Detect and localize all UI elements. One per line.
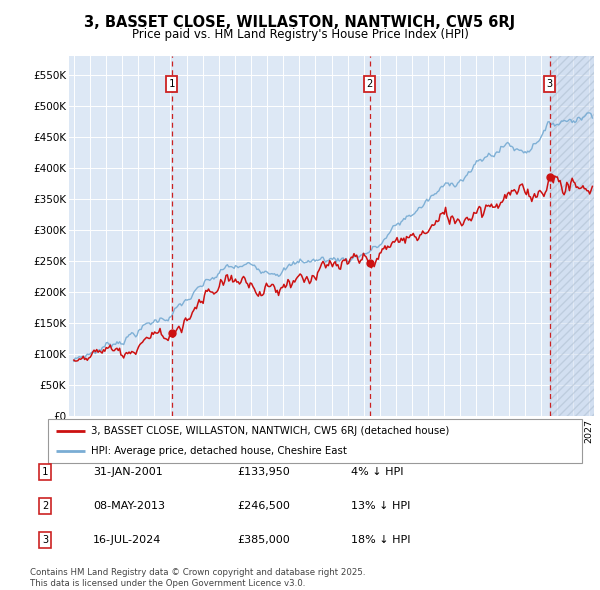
Text: 2: 2 bbox=[42, 501, 48, 510]
Text: HPI: Average price, detached house, Cheshire East: HPI: Average price, detached house, Ches… bbox=[91, 446, 347, 456]
Text: £246,500: £246,500 bbox=[237, 501, 290, 510]
FancyBboxPatch shape bbox=[48, 419, 582, 463]
Text: 1: 1 bbox=[42, 467, 48, 477]
Text: Price paid vs. HM Land Registry's House Price Index (HPI): Price paid vs. HM Land Registry's House … bbox=[131, 28, 469, 41]
Text: 3, BASSET CLOSE, WILLASTON, NANTWICH, CW5 6RJ (detached house): 3, BASSET CLOSE, WILLASTON, NANTWICH, CW… bbox=[91, 426, 449, 436]
Text: 4% ↓ HPI: 4% ↓ HPI bbox=[351, 467, 404, 477]
Bar bbox=[550, 56, 594, 416]
Text: 1: 1 bbox=[169, 79, 175, 89]
Text: 18% ↓ HPI: 18% ↓ HPI bbox=[351, 535, 410, 545]
Text: 2: 2 bbox=[367, 79, 373, 89]
Text: 3, BASSET CLOSE, WILLASTON, NANTWICH, CW5 6RJ: 3, BASSET CLOSE, WILLASTON, NANTWICH, CW… bbox=[85, 15, 515, 30]
Text: 08-MAY-2013: 08-MAY-2013 bbox=[93, 501, 165, 510]
Text: Contains HM Land Registry data © Crown copyright and database right 2025.
This d: Contains HM Land Registry data © Crown c… bbox=[30, 568, 365, 588]
Text: 13% ↓ HPI: 13% ↓ HPI bbox=[351, 501, 410, 510]
Text: 3: 3 bbox=[42, 535, 48, 545]
Bar bbox=[550, 56, 594, 416]
Text: £385,000: £385,000 bbox=[237, 535, 290, 545]
Text: 16-JUL-2024: 16-JUL-2024 bbox=[93, 535, 161, 545]
Text: 3: 3 bbox=[547, 79, 553, 89]
Text: 31-JAN-2001: 31-JAN-2001 bbox=[93, 467, 163, 477]
Text: £133,950: £133,950 bbox=[237, 467, 290, 477]
